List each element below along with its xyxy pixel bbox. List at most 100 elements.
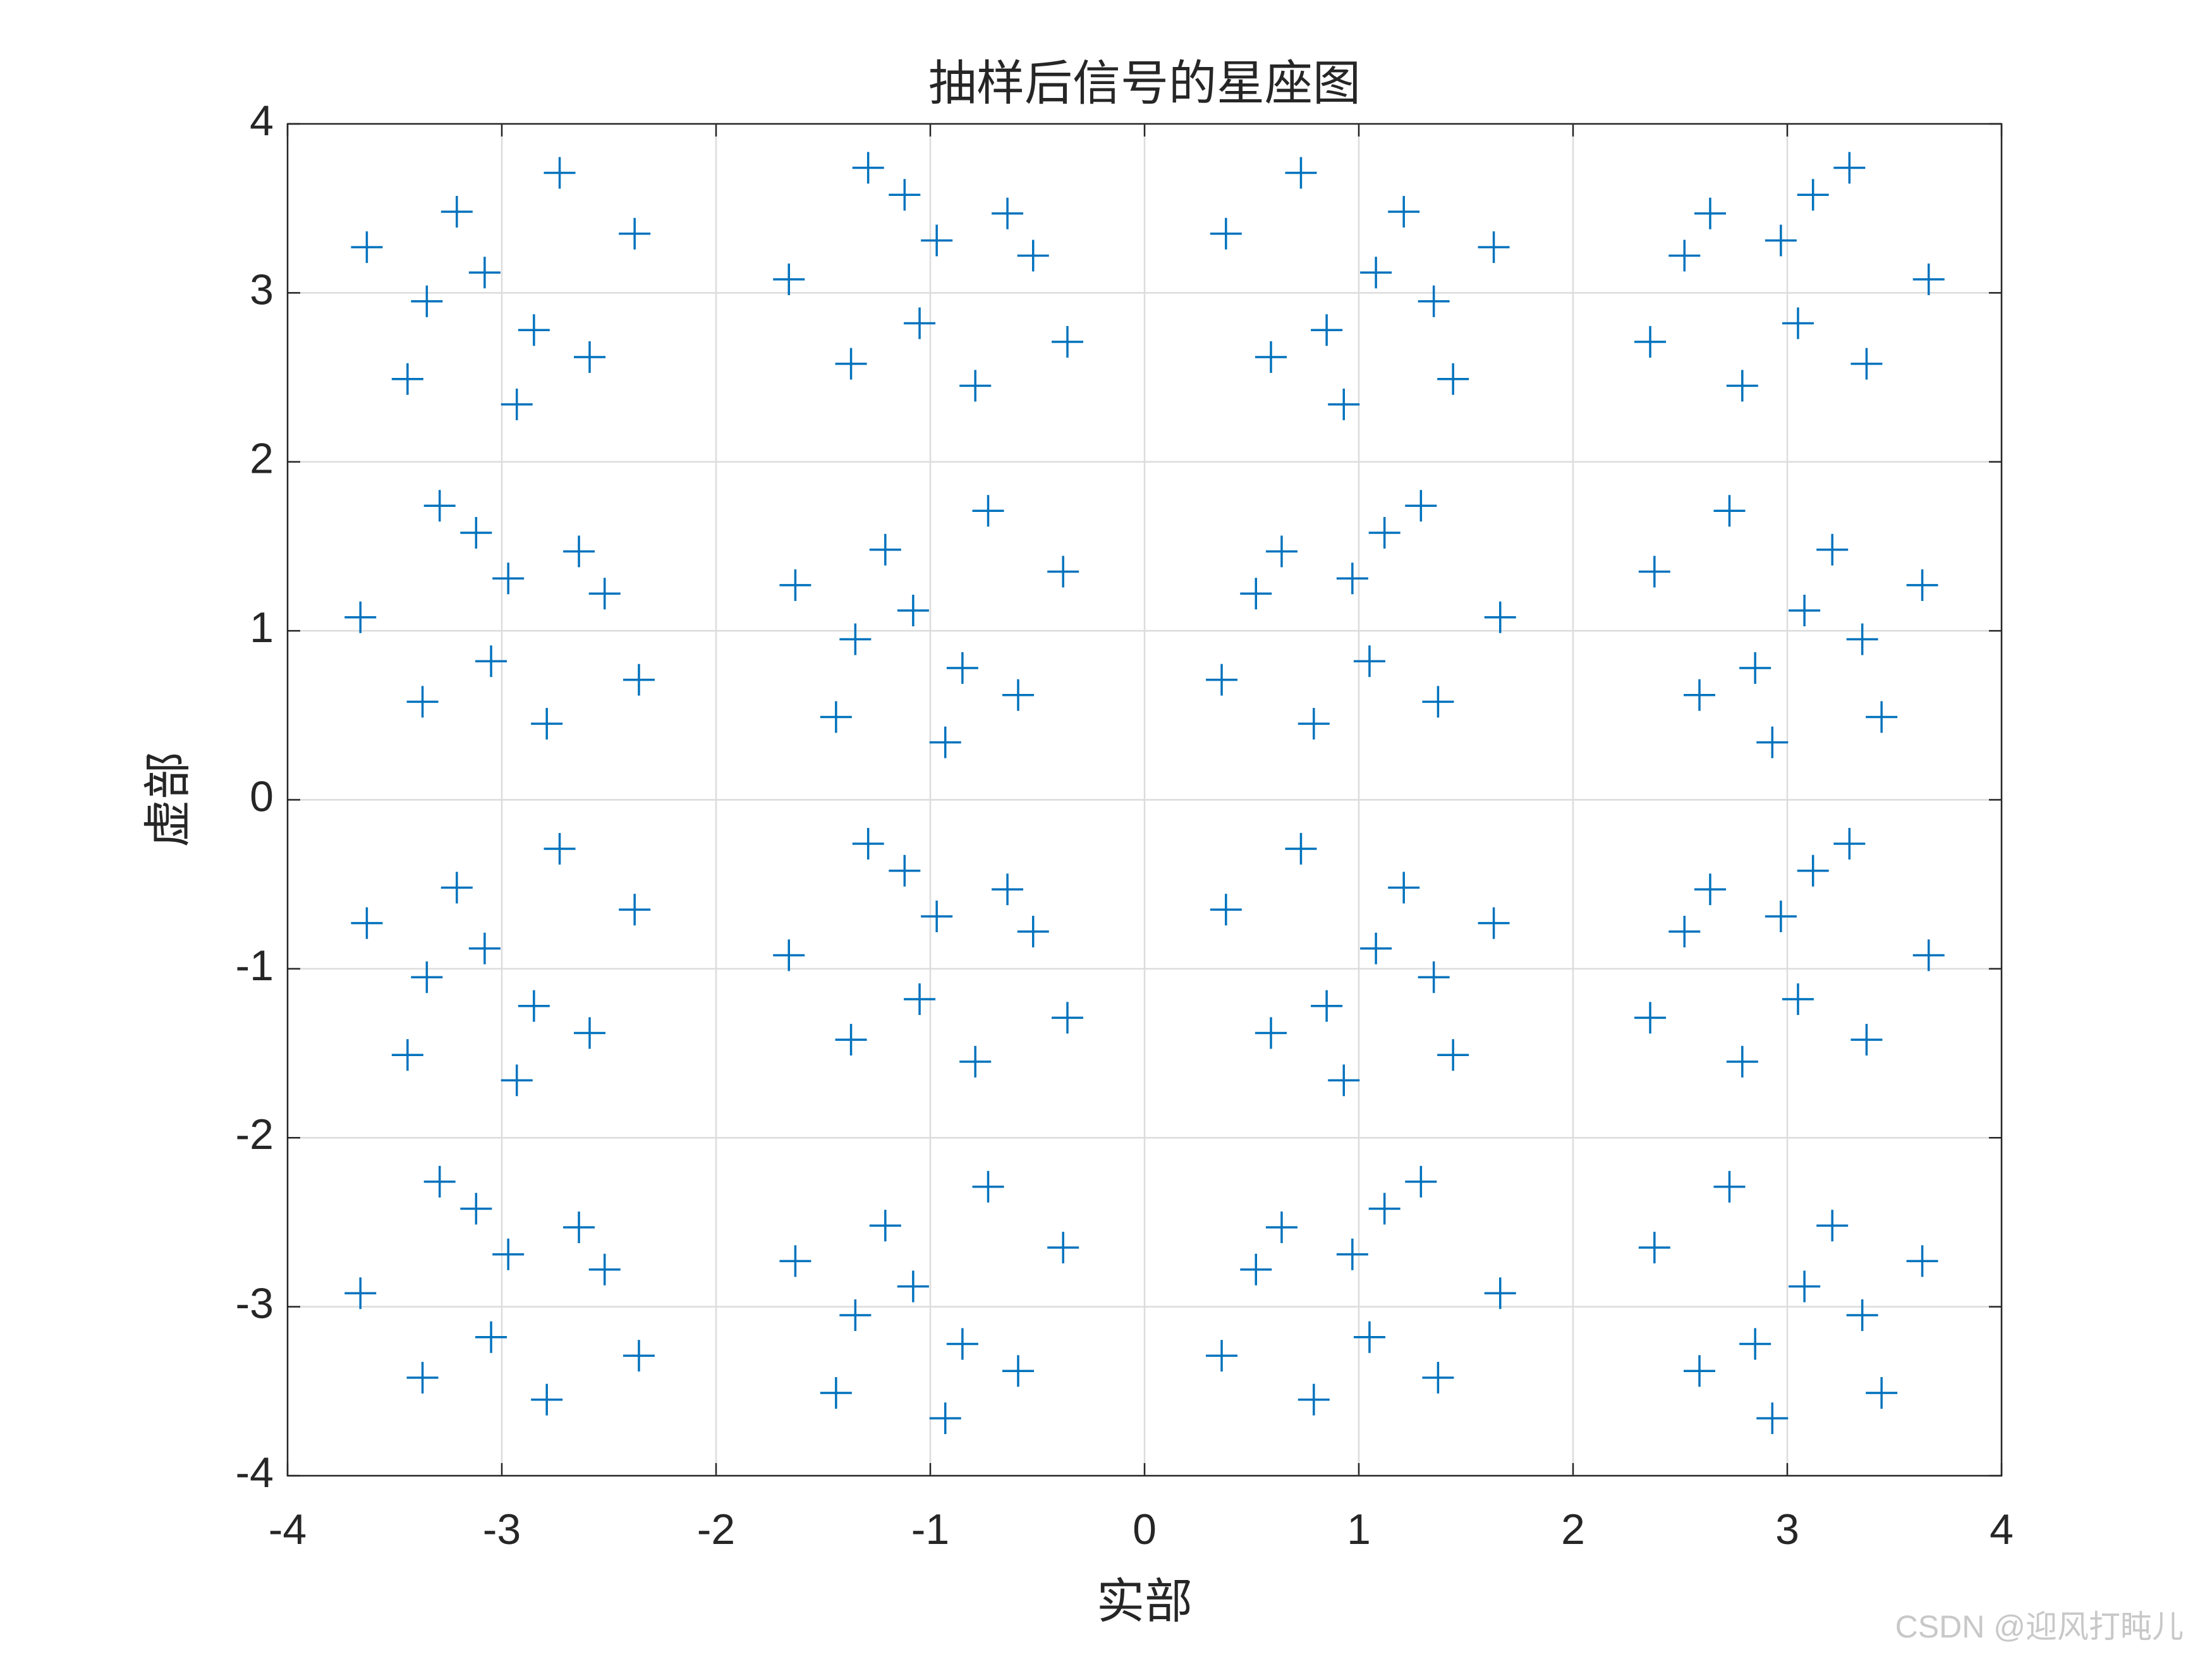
point [779,569,811,601]
point [1638,556,1670,588]
y-tick-label: 0 [250,772,274,820]
point [992,197,1024,229]
point [959,1045,992,1078]
point [1866,701,1898,733]
point [1422,686,1454,718]
x-tick-label: 3 [1775,1505,1799,1553]
watermark: CSDN @迎风打盹儿 [1895,1609,2184,1644]
point [1285,833,1317,865]
point [518,314,550,346]
x-tick-label: -2 [697,1505,735,1553]
point [1336,562,1368,595]
point [1912,263,1945,295]
point [1255,1017,1287,1049]
point [1210,894,1242,926]
point [1739,652,1771,684]
point [1816,533,1849,566]
point [411,285,443,317]
point [1405,1165,1437,1198]
point [820,701,852,733]
point [623,664,655,696]
point [423,490,456,522]
point [460,1193,492,1225]
point [1002,1355,1034,1387]
point [1388,196,1420,228]
point [588,1253,621,1285]
plot-frame [286,123,2003,1477]
point [1336,1238,1368,1270]
y-tick-label: -1 [236,942,274,990]
point [391,363,423,395]
point [1756,726,1789,758]
point [544,833,576,865]
point [1797,179,1829,211]
point [959,370,992,402]
point [1816,1210,1849,1242]
point [1739,1328,1771,1360]
point [460,517,492,549]
point [1478,907,1510,939]
point [1478,231,1510,264]
point [573,1017,605,1049]
point [1833,828,1866,860]
point [1368,1193,1401,1225]
point [492,1238,525,1270]
point [1255,341,1287,373]
point [1265,535,1297,568]
point [1368,517,1401,549]
point [1782,307,1814,339]
point [423,1165,456,1198]
y-tick-label: 4 [250,97,274,145]
point [1047,1232,1079,1264]
point [588,578,621,610]
point [1668,240,1701,272]
point [492,562,525,595]
point [563,535,595,568]
point [501,1064,533,1097]
point [839,623,872,655]
point [972,495,1004,527]
point [391,1039,423,1071]
point [1418,285,1450,317]
point [619,217,651,250]
y-tick-label: 1 [250,604,274,652]
point [1912,939,1945,971]
point [946,652,978,684]
point [1360,932,1392,964]
point [1906,569,1938,601]
point [351,231,383,264]
point [1833,152,1866,184]
point [1782,983,1814,1015]
point [406,1361,439,1394]
point [1684,679,1716,711]
point [1285,157,1317,189]
point [1668,916,1701,948]
point [1726,370,1758,402]
point [351,907,383,939]
y-tick-label: 2 [250,435,274,483]
point [344,601,377,633]
y-tick-label: -3 [236,1280,274,1328]
point [1789,1270,1821,1303]
point [1240,1253,1272,1285]
point [992,873,1024,906]
point [1017,240,1049,272]
point [1265,1211,1297,1243]
point [475,1321,507,1353]
point [1789,595,1821,627]
point [563,1211,595,1243]
point [1850,1024,1883,1056]
y-tick-label: -2 [236,1110,274,1158]
point [897,595,929,627]
point [441,872,473,904]
point [531,708,563,740]
x-tick-label: 2 [1561,1505,1585,1553]
point [1002,679,1034,711]
point [1713,495,1746,527]
point [869,1210,901,1242]
point [468,932,501,964]
point [1047,556,1079,588]
point [1684,1355,1716,1387]
point [1353,645,1385,678]
